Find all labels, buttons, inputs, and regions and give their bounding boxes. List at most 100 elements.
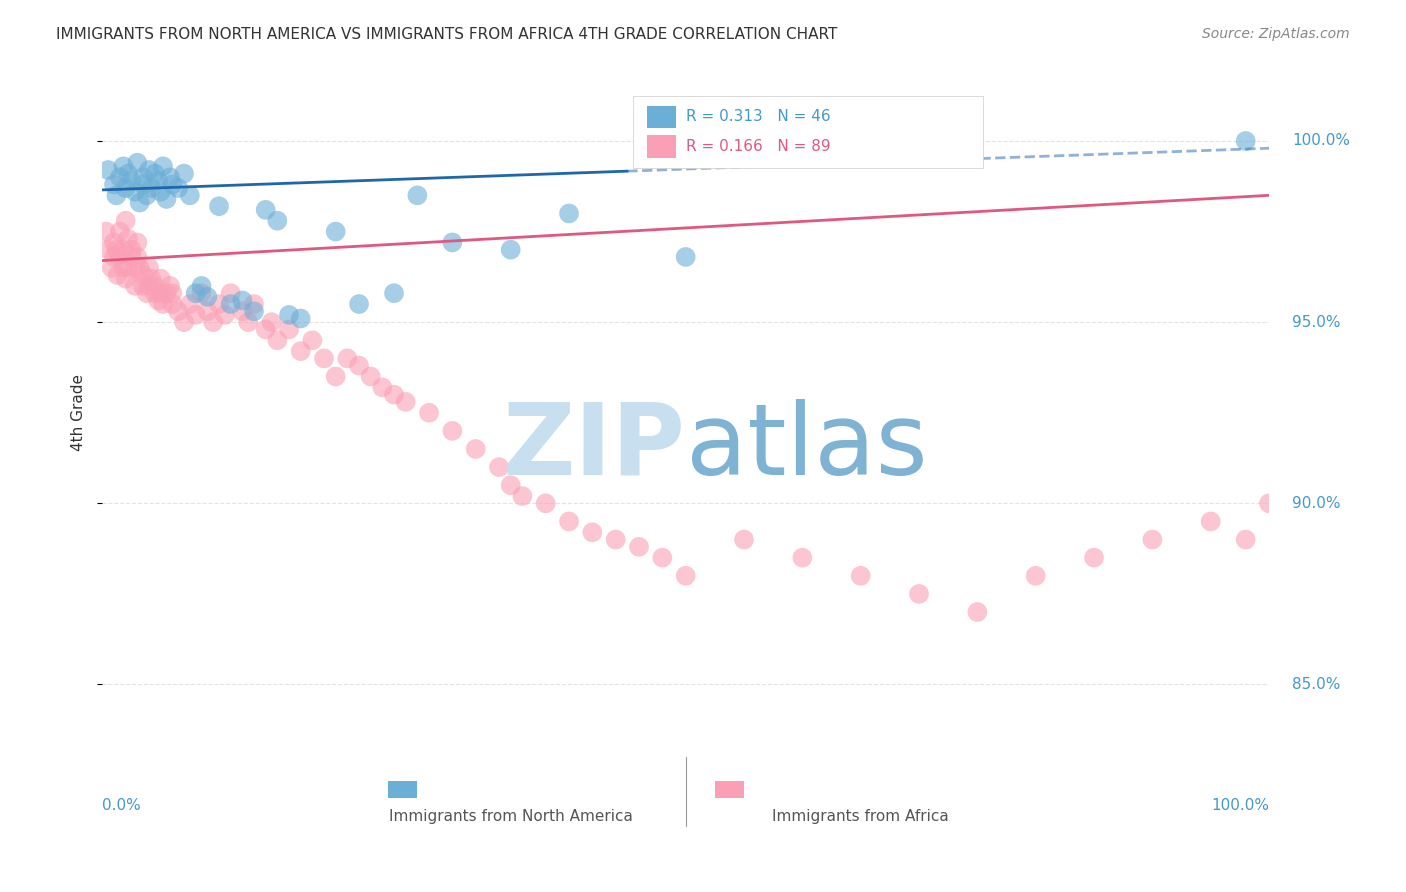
Point bbox=[184, 286, 207, 301]
Point bbox=[219, 297, 242, 311]
Y-axis label: 4th Grade: 4th Grade bbox=[72, 375, 86, 451]
Point bbox=[127, 155, 149, 169]
Point bbox=[195, 304, 218, 318]
Point bbox=[733, 533, 755, 547]
Point bbox=[347, 297, 370, 311]
Point bbox=[97, 243, 120, 257]
Text: 0.0%: 0.0% bbox=[103, 798, 141, 814]
Point bbox=[143, 167, 166, 181]
Point bbox=[360, 369, 382, 384]
Point bbox=[1025, 569, 1047, 583]
Point bbox=[148, 174, 170, 188]
Point bbox=[108, 250, 131, 264]
Point bbox=[117, 167, 139, 181]
Point bbox=[141, 181, 163, 195]
Point bbox=[792, 550, 814, 565]
Text: 85.0%: 85.0% bbox=[1292, 677, 1341, 692]
Point bbox=[112, 260, 135, 275]
Point bbox=[266, 213, 288, 227]
Text: R = 0.313   N = 46: R = 0.313 N = 46 bbox=[686, 109, 831, 124]
Point bbox=[107, 268, 129, 282]
Point bbox=[371, 380, 394, 394]
Point bbox=[382, 286, 405, 301]
Point bbox=[127, 235, 149, 250]
Point bbox=[278, 308, 301, 322]
Text: 100.0%: 100.0% bbox=[1292, 134, 1350, 148]
Point bbox=[114, 213, 136, 227]
Point bbox=[112, 243, 135, 257]
Point bbox=[117, 260, 139, 275]
Point bbox=[395, 395, 418, 409]
Point bbox=[488, 460, 510, 475]
Point bbox=[278, 322, 301, 336]
Point bbox=[1258, 496, 1281, 510]
Point bbox=[243, 297, 266, 311]
Point bbox=[179, 297, 201, 311]
Point bbox=[231, 293, 253, 308]
Point bbox=[1083, 550, 1105, 565]
Point bbox=[347, 359, 370, 373]
Point bbox=[112, 159, 135, 173]
Point bbox=[214, 308, 236, 322]
Point bbox=[138, 163, 160, 178]
Point bbox=[97, 163, 120, 178]
Point bbox=[208, 297, 231, 311]
Point bbox=[162, 178, 184, 192]
Point bbox=[382, 387, 405, 401]
Point bbox=[290, 311, 312, 326]
Point bbox=[117, 232, 139, 246]
Point bbox=[605, 533, 627, 547]
Point bbox=[179, 188, 201, 202]
Point bbox=[441, 235, 464, 250]
Point bbox=[149, 271, 172, 285]
Point bbox=[155, 192, 177, 206]
Bar bbox=[714, 781, 744, 798]
Point bbox=[675, 569, 697, 583]
Point bbox=[190, 286, 212, 301]
Text: 100.0%: 100.0% bbox=[1211, 798, 1270, 814]
Point bbox=[627, 540, 650, 554]
Point bbox=[651, 550, 673, 565]
Point bbox=[138, 279, 160, 293]
Point bbox=[325, 225, 347, 239]
Point bbox=[1142, 533, 1164, 547]
Point bbox=[103, 235, 125, 250]
Point bbox=[121, 243, 143, 257]
Bar bbox=[388, 781, 418, 798]
Point bbox=[152, 159, 174, 173]
Point bbox=[219, 286, 242, 301]
Point bbox=[114, 181, 136, 195]
Point bbox=[499, 478, 522, 492]
Point bbox=[499, 243, 522, 257]
Point bbox=[290, 344, 312, 359]
Point bbox=[138, 260, 160, 275]
Point bbox=[162, 286, 184, 301]
Point bbox=[406, 188, 429, 202]
Point bbox=[141, 271, 163, 285]
Point bbox=[238, 315, 260, 329]
Point bbox=[558, 206, 581, 220]
Point bbox=[260, 315, 283, 329]
Point bbox=[1234, 533, 1257, 547]
Text: atlas: atlas bbox=[686, 399, 928, 496]
Point bbox=[132, 178, 155, 192]
Point bbox=[124, 185, 146, 199]
Point bbox=[121, 250, 143, 264]
Point bbox=[908, 587, 931, 601]
Point bbox=[121, 174, 143, 188]
Point bbox=[124, 260, 146, 275]
Point bbox=[167, 181, 190, 195]
Point bbox=[849, 569, 872, 583]
Point bbox=[94, 225, 117, 239]
Text: ZIP: ZIP bbox=[503, 399, 686, 496]
Point bbox=[148, 293, 170, 308]
Point bbox=[167, 304, 190, 318]
Point bbox=[534, 496, 557, 510]
Point bbox=[325, 369, 347, 384]
Point bbox=[312, 351, 335, 366]
Point bbox=[108, 225, 131, 239]
Text: 90.0%: 90.0% bbox=[1292, 496, 1341, 511]
Point bbox=[105, 243, 128, 257]
Point bbox=[103, 250, 125, 264]
Point bbox=[1234, 134, 1257, 148]
